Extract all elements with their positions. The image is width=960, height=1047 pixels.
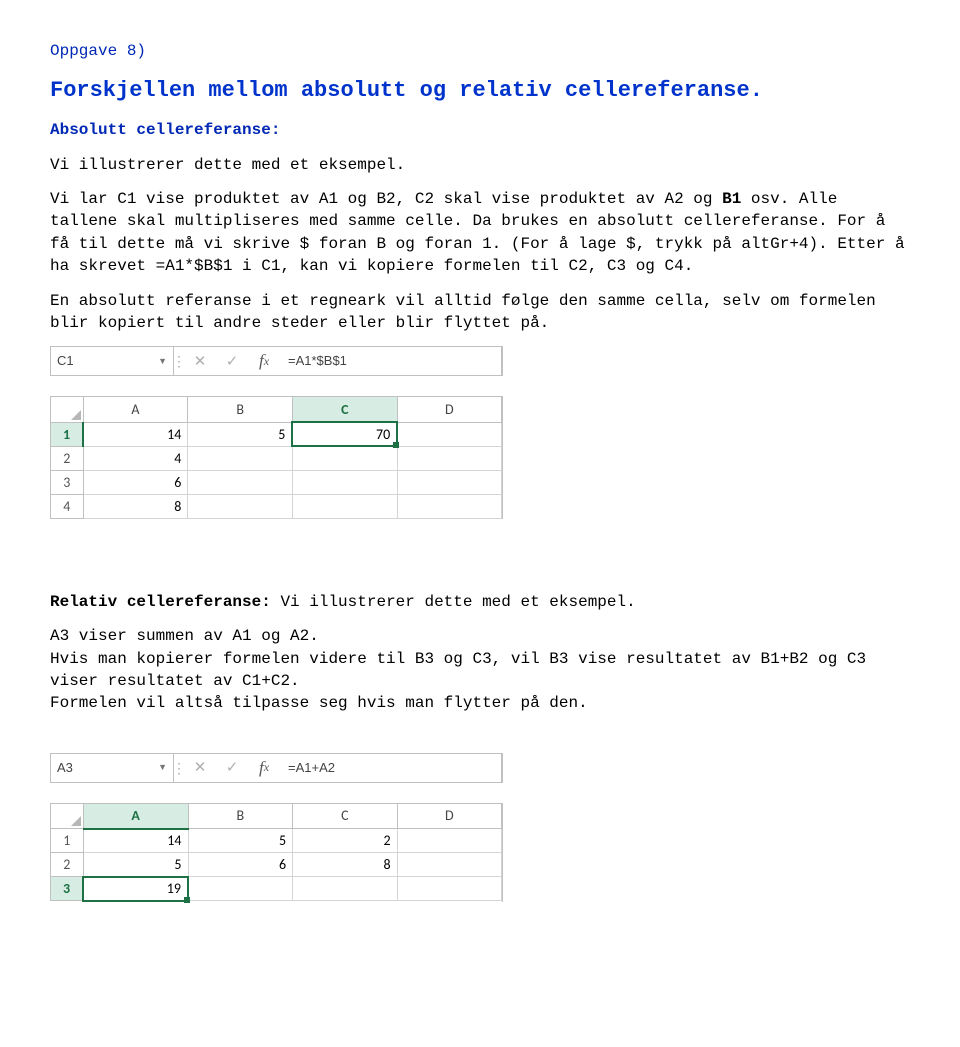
chevron-down-icon[interactable]: ▼ [158,355,167,368]
cell[interactable]: 6 [188,853,293,877]
abs-p2a: Vi lar C1 vise produktet av A1 og B2, C2… [50,190,722,208]
spreadsheet-1: A B C D 1 14 5 70 2 4 3 6 4 8 [50,396,503,519]
task-number: Oppgave 8) [50,40,910,62]
spreadsheet-2: A B C D 1 14 5 2 2 5 6 8 3 19 [50,803,503,902]
enter-icon[interactable]: ✓ [216,347,248,375]
row-header-1[interactable]: 1 [51,829,84,853]
rel-line1: Relativ cellereferanse: Vi illustrerer d… [50,591,910,613]
row-header-3[interactable]: 3 [51,877,84,901]
cell[interactable] [397,877,501,901]
formula-bar-2: A3 ▼ ⋮ ✕ ✓ fx =A1+A2 [50,753,503,783]
col-header-c[interactable]: C [293,803,398,829]
row-header-2[interactable]: 2 [51,853,84,877]
page-title: Forskjellen mellom absolutt og relativ c… [50,76,910,107]
enter-icon[interactable]: ✓ [216,754,248,782]
abs-p2b: B1 [722,190,741,208]
cell-active[interactable]: 19 [83,877,188,901]
abs-p3: En absolutt referanse i et regneark vil … [50,290,910,335]
cell[interactable] [397,470,501,494]
cell[interactable] [397,829,501,853]
cell[interactable] [397,422,501,446]
cell[interactable] [292,470,397,494]
rel-p3: Hvis man kopierer formelen videre til B3… [50,648,910,693]
rel-p2: A3 viser summen av A1 og A2. [50,625,910,647]
formula-bar-1: C1 ▼ ⋮ ✕ ✓ fx =A1*$B$1 [50,346,503,376]
cancel-icon[interactable]: ✕ [184,754,216,782]
fx-icon[interactable]: fx [248,347,280,375]
col-header-c[interactable]: C [292,397,397,423]
cell[interactable]: 2 [293,829,398,853]
cancel-icon[interactable]: ✕ [184,347,216,375]
row-header-3[interactable]: 3 [51,470,84,494]
cell[interactable] [397,494,501,518]
col-header-b[interactable]: B [188,803,293,829]
row-header-2[interactable]: 2 [51,446,84,470]
col-header-a[interactable]: A [83,397,188,423]
drag-dots-icon: ⋮ [174,346,184,376]
cell[interactable] [188,446,293,470]
row-header-4[interactable]: 4 [51,494,84,518]
col-header-d[interactable]: D [397,803,501,829]
rel-p1: Vi illustrerer dette med et eksempel. [271,593,636,611]
fx-icon[interactable]: fx [248,754,280,782]
cell[interactable] [188,877,293,901]
select-all-corner[interactable] [51,803,84,829]
cell[interactable] [188,494,293,518]
cell[interactable] [293,877,398,901]
cell[interactable]: 5 [83,853,188,877]
cell[interactable]: 5 [188,829,293,853]
name-box[interactable]: C1 ▼ [50,346,174,376]
cell[interactable] [397,446,501,470]
col-header-d[interactable]: D [397,397,501,423]
formula-input[interactable]: =A1+A2 [280,753,502,783]
name-box-value: C1 [57,352,74,370]
cell[interactable]: 8 [83,494,188,518]
cell[interactable]: 6 [83,470,188,494]
cell[interactable] [188,470,293,494]
cell-active[interactable]: 70 [292,422,397,446]
abs-heading: Absolutt cellereferanse: [50,121,280,139]
name-box-value: A3 [57,759,73,777]
cell[interactable]: 14 [83,829,188,853]
name-box[interactable]: A3 ▼ [50,753,174,783]
cell[interactable]: 8 [293,853,398,877]
rel-p4: Formelen vil altså tilpasse seg hvis man… [50,692,910,714]
abs-p1: Vi illustrerer dette med et eksempel. [50,154,910,176]
rel-heading: Relativ cellereferanse: [50,593,271,611]
cell[interactable] [397,853,501,877]
chevron-down-icon[interactable]: ▼ [158,761,167,774]
formula-input[interactable]: =A1*$B$1 [280,346,502,376]
select-all-corner[interactable] [51,397,84,423]
cell[interactable]: 5 [188,422,293,446]
abs-p2: Vi lar C1 vise produktet av A1 og B2, C2… [50,188,910,278]
cell[interactable] [292,494,397,518]
col-header-b[interactable]: B [188,397,293,423]
cell[interactable]: 14 [83,422,188,446]
cell[interactable]: 4 [83,446,188,470]
cell[interactable] [292,446,397,470]
row-header-1[interactable]: 1 [51,422,84,446]
drag-dots-icon: ⋮ [174,753,184,783]
col-header-a[interactable]: A [83,803,188,829]
